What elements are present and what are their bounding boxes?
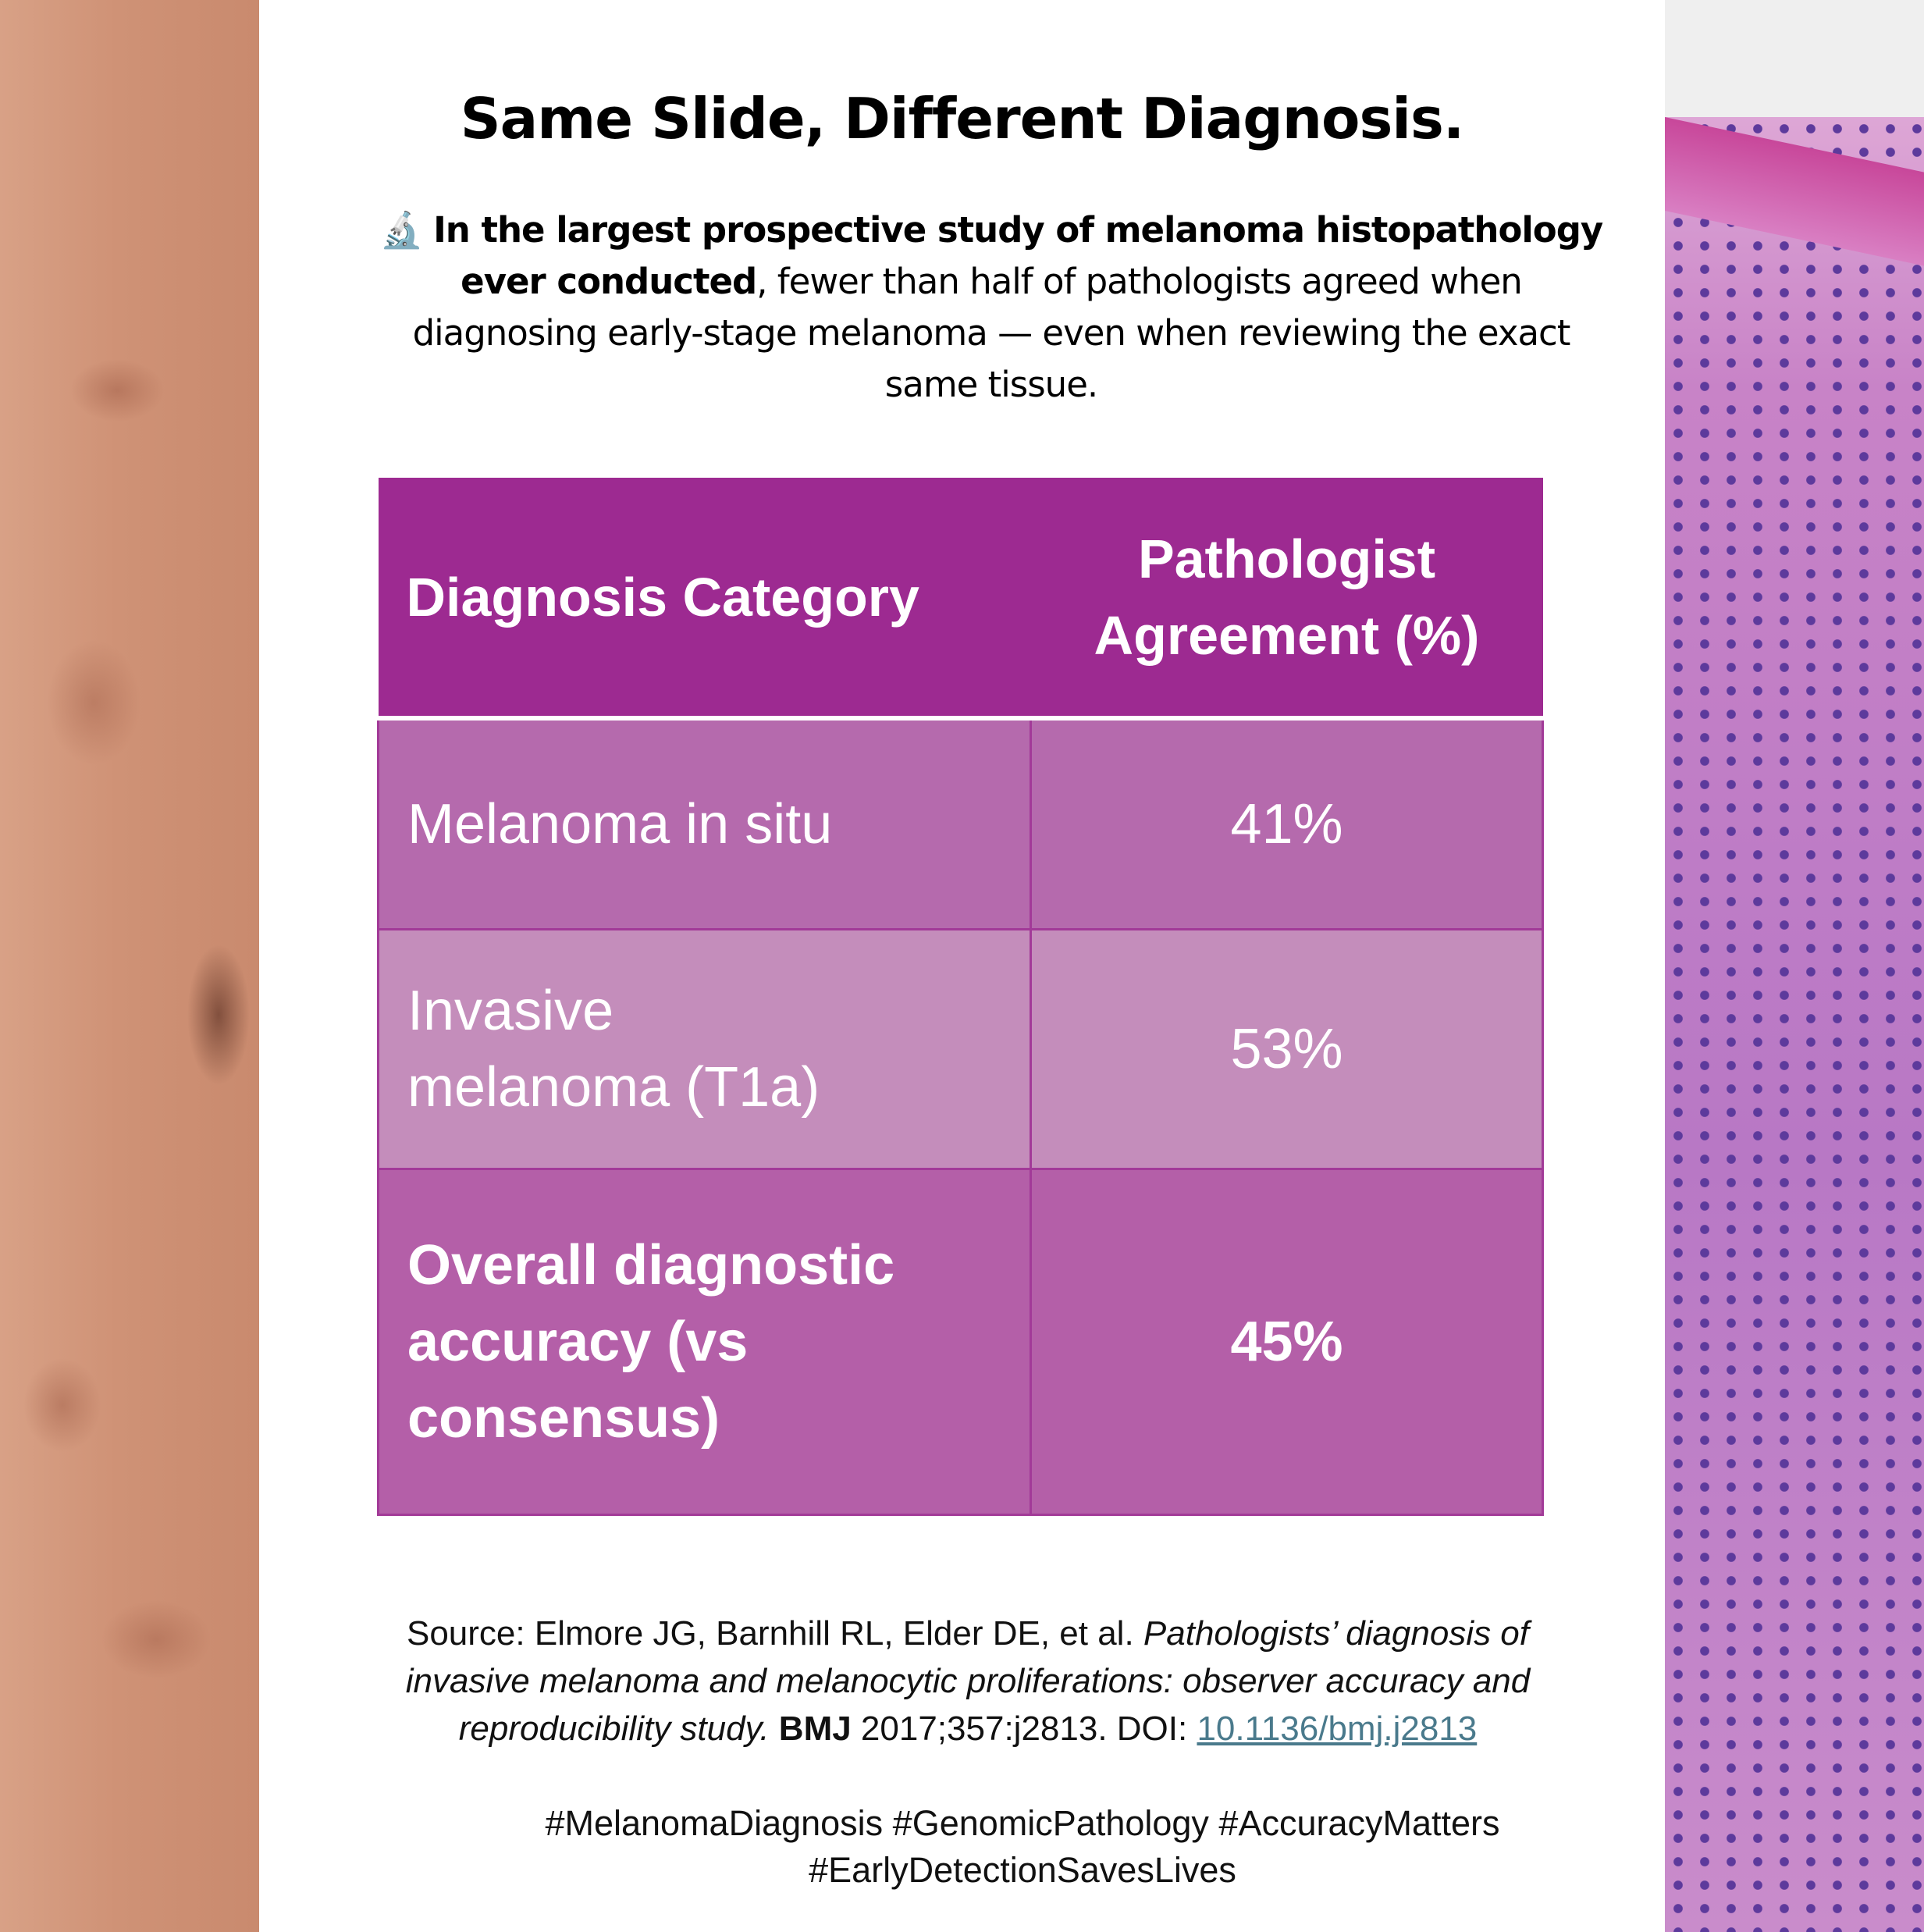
row-category: Overall diagnostic accuracy (vs consensu… (377, 1168, 1032, 1516)
source-citation-text: 2017;357:j2813. DOI: (851, 1710, 1197, 1748)
source-title: Pathologists’ diagnosis of invasive mela… (405, 1614, 1531, 1748)
source-prefix: Source: Elmore JG, Barnhill RL, Elder DE… (406, 1614, 1143, 1653)
agreement-table: Diagnosis Category Pathologist Agreement… (377, 478, 1544, 1516)
row-agreement: 45% (1030, 1168, 1544, 1516)
row-category: Melanoma in situ (377, 717, 1032, 930)
header-agreement: Pathologist Agreement (%) (1030, 478, 1543, 720)
row-agreement: 41% (1030, 717, 1544, 930)
doi-link[interactable]: 10.1136/bmj.j2813 (1197, 1710, 1478, 1748)
header-category: Diagnosis Category (378, 478, 1031, 720)
hashtags: #MelanomaDiagnosis #GenomicPathology #Ac… (545, 1803, 1500, 1890)
row-agreement: 53% (1030, 928, 1544, 1170)
intro-text: , fewer than half of pathologists agreed… (412, 261, 1571, 405)
table-header: Diagnosis Category Pathologist Agreement… (378, 478, 1543, 720)
source-citation: Source: Elmore JG, Barnhill RL, Elder DE… (359, 1610, 1577, 1752)
table-row: Invasive melanoma (T1a) 53% (377, 928, 1544, 1170)
row-category: Invasive melanoma (T1a) (377, 928, 1032, 1170)
source-journal: BMJ (778, 1710, 852, 1748)
page-title: Same Slide, Different Diagnosis. (460, 86, 1464, 151)
skin-photo (0, 0, 259, 1932)
table-row: Overall diagnostic accuracy (vs consensu… (377, 1168, 1544, 1516)
histology-image (1665, 0, 1924, 1932)
microscope-icon: 🔬 (379, 209, 424, 251)
intro-paragraph: 🔬 In the largest prospective study of me… (367, 205, 1616, 411)
table-row: Melanoma in situ 41% (377, 717, 1544, 930)
intro-bold: In the largest prospective study of mela… (433, 209, 1603, 302)
